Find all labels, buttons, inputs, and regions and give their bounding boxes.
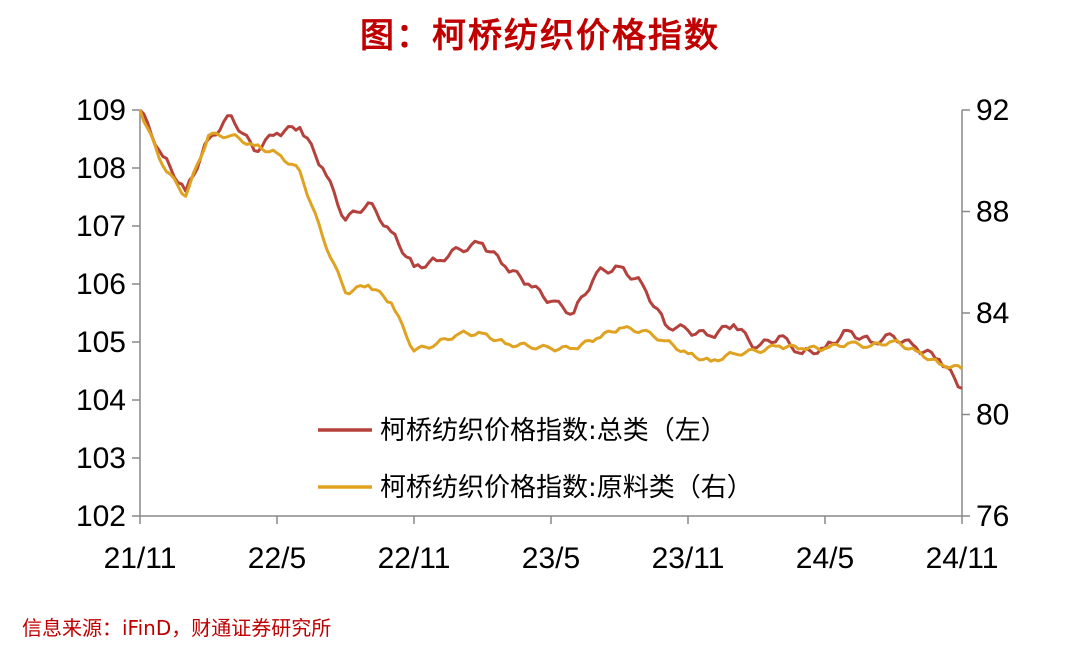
right-tick-label: 92 (976, 94, 1009, 127)
left-tick-label: 108 (76, 152, 126, 185)
legend: 柯桥纺织价格指数:总类（左） 柯桥纺织价格指数:原料类（右） (318, 416, 753, 503)
chart-title: 图：柯桥纺织价格指数 (360, 16, 720, 56)
x-tick-label: 24/5 (796, 542, 854, 575)
x-tick-label: 22/5 (248, 542, 306, 575)
left-tick-label: 109 (76, 94, 126, 127)
left-tick-label: 102 (76, 500, 126, 533)
right-tick-label: 76 (976, 500, 1009, 533)
plot-area (138, 108, 963, 390)
left-tick-label: 106 (76, 268, 126, 301)
x-tick-label: 21/11 (104, 542, 177, 575)
right-tick-label: 84 (976, 297, 1009, 330)
x-tick-label: 23/11 (652, 542, 725, 575)
right-tick-label: 88 (976, 196, 1009, 229)
left-tick-label: 105 (76, 326, 126, 359)
right-tick-label: 80 (976, 399, 1009, 432)
x-tick-label: 22/11 (378, 542, 451, 575)
chart-axes: 102 103 104 105 106 107 108 109 76 80 84 88 92 21/11 2… (76, 94, 1009, 575)
legend-label-total: 柯桥纺织价格指数:总类（左） (380, 416, 727, 446)
left-tick-label: 107 (76, 210, 126, 243)
x-tick-label: 23/5 (522, 542, 580, 575)
left-tick-label: 104 (76, 384, 126, 417)
legend-label-raw: 柯桥纺织价格指数:原料类（右） (380, 473, 753, 503)
left-tick-label: 103 (76, 442, 126, 475)
series-line-raw (138, 109, 963, 370)
source-note: 信息来源：iFinD，财通证券研究所 (22, 616, 332, 640)
x-tick-label: 24/11 (926, 542, 999, 575)
